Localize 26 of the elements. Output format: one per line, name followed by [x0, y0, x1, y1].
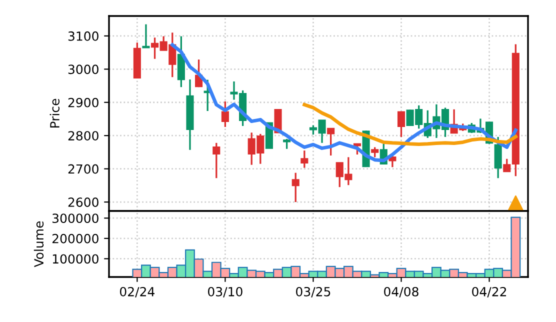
y-axis-title: Volume	[34, 221, 44, 268]
y-tick-label: 2600	[68, 198, 98, 207]
candlestick	[327, 128, 335, 156]
candlestick	[494, 136, 502, 179]
x-tick-label: 02/24	[120, 286, 154, 298]
candlestick	[371, 146, 379, 158]
candlestick	[283, 138, 291, 150]
candlestick	[212, 142, 220, 179]
candlestick	[300, 150, 308, 169]
candlestick	[292, 172, 300, 203]
y-tick-label: 2700	[68, 164, 98, 174]
x-tick-label: 03/10	[208, 286, 242, 298]
y-tick-label: 100000	[52, 254, 98, 264]
y-tick-label: 3100	[68, 31, 98, 41]
y-tick-label: 3000	[68, 64, 98, 74]
y-tick-label: 200000	[52, 234, 98, 244]
x-tick-label: 03/25	[296, 286, 330, 298]
candlestick	[142, 23, 150, 48]
y-tick-label: 2900	[68, 98, 98, 108]
y-axis-title: Price	[50, 98, 60, 128]
x-tick-label: 04/22	[472, 286, 506, 298]
y-tick-label: 2800	[68, 131, 98, 141]
x-tick-label: 04/08	[384, 286, 418, 298]
y-tick-label: 300000	[52, 214, 98, 224]
candlestick	[397, 111, 406, 138]
line-series	[302, 102, 518, 146]
